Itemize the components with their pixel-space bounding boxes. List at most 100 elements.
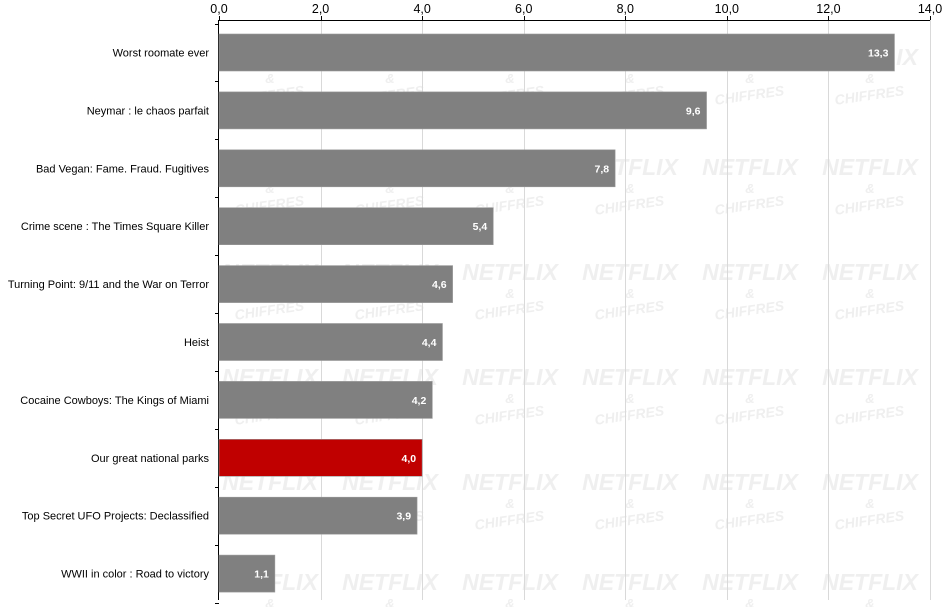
bar (218, 207, 494, 245)
x-tick-label: 6,0 (515, 2, 532, 16)
watermark-chiffres: CHIFFRES (594, 297, 666, 323)
data-label: 4,2 (412, 395, 427, 407)
watermark-netflix: NETFLIX (582, 469, 679, 495)
category-label: Turning Point: 9/11 and the War on Terro… (8, 279, 210, 291)
watermark-chiffres: CHIFFRES (834, 402, 906, 428)
watermark-netflix: NETFLIX (462, 469, 559, 495)
watermark-ampersand: & (745, 181, 754, 196)
watermark-tile: NETFLIX&CHIFFRES (582, 259, 679, 323)
category-label: Bad Vegan: Fame. Fraud. Fugitives (36, 163, 210, 175)
watermark-netflix: NETFLIX (462, 364, 559, 390)
watermark-ampersand: & (265, 596, 274, 607)
watermark-tile: NETFLIX&CHIFFRES (822, 259, 919, 323)
watermark-ampersand: & (625, 181, 634, 196)
data-label: 7,8 (595, 163, 610, 175)
bars: 13,3 9,6 7,8 5,4 4,6 4,4 4,2 4,0 3,9 1,1 (218, 33, 895, 593)
data-label: 9,6 (686, 105, 701, 117)
watermark-ampersand: & (505, 181, 514, 196)
watermark-ampersand: & (865, 391, 874, 406)
bar (218, 496, 418, 535)
watermark-ampersand: & (385, 181, 394, 196)
watermark-chiffres: CHIFFRES (594, 192, 666, 218)
watermark-netflix: NETFLIX (822, 364, 919, 390)
watermark-tile: NETFLIX&CHIFFRES (702, 469, 799, 533)
watermark-chiffres: CHIFFRES (714, 82, 786, 108)
x-tick-label: 4,0 (413, 2, 430, 16)
watermark-ampersand: & (865, 496, 874, 511)
category-label: Top Secret UFO Projects: Declassified (22, 511, 209, 523)
watermark-netflix: NETFLIX (702, 364, 799, 390)
watermark-chiffres: CHIFFRES (834, 82, 906, 108)
watermark-tile: NETFLIX&CHIFFRES (582, 469, 679, 533)
watermark-netflix: NETFLIX (702, 569, 799, 595)
category-labels: Worst roomate ever Neymar : le chaos parf… (8, 48, 210, 581)
watermark-chiffres: CHIFFRES (474, 402, 546, 428)
watermark-ampersand: & (625, 596, 634, 607)
watermark-chiffres: CHIFFRES (474, 297, 546, 323)
watermark-tile: NETFLIX&CHIFFRES (702, 259, 799, 323)
data-label: 1,1 (254, 569, 269, 581)
watermark-chiffres: CHIFFRES (714, 402, 786, 428)
data-label: 5,4 (473, 221, 488, 233)
bar (218, 381, 433, 419)
watermark-ampersand: & (745, 596, 754, 607)
watermark-tile: NETFLIX&CHIFFRES (822, 364, 919, 428)
watermark-ampersand: & (745, 286, 754, 301)
x-tick-label: 10,0 (715, 2, 739, 16)
watermark-ampersand: & (625, 71, 634, 86)
x-tick-label: 8,0 (617, 2, 634, 16)
category-label: WWII in color : Road to victory (61, 569, 209, 581)
watermark-tile: NETFLIX&CHIFFRES (462, 259, 559, 323)
bar (218, 33, 895, 72)
x-tick-label: 0,0 (210, 2, 227, 16)
category-label: Worst roomate ever (113, 48, 210, 60)
bar (218, 149, 616, 188)
bar (218, 554, 276, 593)
watermark-tile: NETFLIX&CHIFFRES (582, 364, 679, 428)
data-label: 4,6 (432, 279, 447, 291)
watermark-netflix: NETFLIX (702, 469, 799, 495)
category-label: Neymar : le chaos parfait (87, 105, 209, 117)
watermark-chiffres: CHIFFRES (594, 507, 666, 533)
watermark-netflix: NETFLIX (702, 259, 799, 285)
watermark-netflix: NETFLIX (582, 259, 679, 285)
watermark-ampersand: & (505, 391, 514, 406)
watermark-chiffres: CHIFFRES (714, 192, 786, 218)
category-label: Our great national parks (91, 453, 210, 465)
watermark-chiffres: CHIFFRES (474, 507, 546, 533)
watermark-netflix: NETFLIX (702, 154, 799, 180)
bar (218, 265, 453, 303)
watermark-netflix: NETFLIX (822, 569, 919, 595)
x-axis: 0,0 2,0 4,0 6,0 8,0 10,0 12,0 14,0 (210, 2, 942, 604)
watermark-tile: NETFLIX&CHIFFRES (702, 154, 799, 218)
watermark-netflix: NETFLIX (822, 154, 919, 180)
watermark-chiffres: CHIFFRES (714, 297, 786, 323)
data-label: 13,3 (868, 48, 889, 60)
watermark-ampersand: & (865, 596, 874, 607)
bar (218, 438, 423, 477)
watermark-ampersand: & (265, 71, 274, 86)
data-label: 4,0 (402, 453, 417, 465)
watermark-chiffres: CHIFFRES (834, 507, 906, 533)
watermark-ampersand: & (385, 596, 394, 607)
watermark-tile: NETFLIX&CHIFFRES (582, 569, 679, 607)
watermark-ampersand: & (865, 286, 874, 301)
watermark-ampersand: & (865, 181, 874, 196)
bar (218, 91, 707, 130)
watermark-tile: NETFLIX&CHIFFRES (702, 569, 799, 607)
watermark-tile: NETFLIX&CHIFFRES (342, 569, 439, 607)
data-label: 3,9 (396, 511, 411, 523)
watermark-netflix: NETFLIX (822, 259, 919, 285)
data-label: 4,4 (422, 337, 437, 349)
watermark-ampersand: & (625, 496, 634, 511)
watermark-chiffres: CHIFFRES (834, 297, 906, 323)
watermark-tile: NETFLIX&CHIFFRES (822, 469, 919, 533)
watermark-ampersand: & (505, 596, 514, 607)
watermark-ampersand: & (625, 391, 634, 406)
watermark-tile: NETFLIX&CHIFFRES (462, 569, 559, 607)
category-label: Crime scene : The Times Square Killer (21, 221, 209, 233)
bar (218, 323, 443, 361)
watermark-tile: NETFLIX&CHIFFRES (462, 469, 559, 533)
